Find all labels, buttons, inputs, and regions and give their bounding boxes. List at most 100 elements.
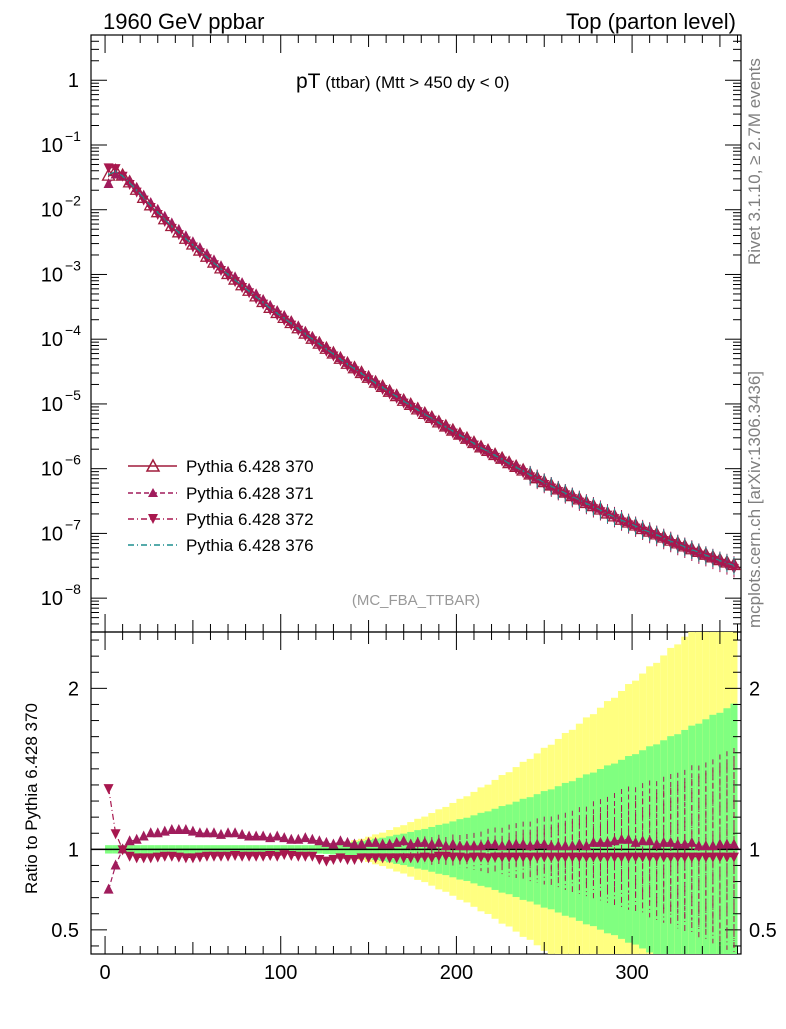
ratio-point xyxy=(714,852,725,863)
series-layer xyxy=(101,163,742,578)
y-tick-label: 10 xyxy=(41,200,63,222)
ratio-point xyxy=(237,828,248,839)
ratio-point xyxy=(173,852,184,863)
y-tick-exponent: −7 xyxy=(65,516,81,532)
ratio-point xyxy=(461,853,472,864)
legend-entry-371: Pythia 6.428 371 xyxy=(128,484,314,503)
data-point xyxy=(321,346,332,357)
data-point xyxy=(173,230,184,241)
ratio-point xyxy=(166,824,177,835)
x-tick-label: 0 xyxy=(99,962,110,984)
data-point xyxy=(145,203,156,214)
ratio-point xyxy=(419,852,430,863)
ratio-point xyxy=(405,853,416,864)
data-point xyxy=(693,550,704,561)
ratio-point xyxy=(665,852,676,863)
data-point xyxy=(412,407,423,418)
ratio-point xyxy=(672,838,683,849)
data-point xyxy=(476,445,486,456)
data-point xyxy=(152,209,163,220)
data-point xyxy=(286,320,297,331)
header-energy: 1960 GeV ppbar xyxy=(103,9,264,34)
ratio-point xyxy=(700,852,711,863)
y-tick-label: 10 xyxy=(41,264,63,286)
data-point xyxy=(588,504,599,515)
ratio-point xyxy=(251,830,262,841)
ratio-point xyxy=(377,838,388,849)
ratio-point xyxy=(103,883,114,894)
data-point xyxy=(440,424,451,435)
legend-label-370: Pythia 6.428 370 xyxy=(186,457,314,476)
data-point xyxy=(539,479,550,490)
ratio-point xyxy=(279,850,290,861)
ratio-point xyxy=(490,852,501,863)
data-point xyxy=(110,164,121,175)
data-point xyxy=(525,472,536,483)
ratio-point xyxy=(454,840,465,851)
ratio-point xyxy=(230,827,241,838)
data-point xyxy=(314,341,325,352)
ratio-point xyxy=(567,852,578,863)
ratio-point xyxy=(616,833,627,844)
ratio-point xyxy=(300,832,311,843)
data-point xyxy=(447,428,458,439)
data-point xyxy=(546,483,557,494)
data-point xyxy=(405,402,416,413)
ratio-point xyxy=(194,827,205,838)
ratio-point xyxy=(686,852,697,863)
ratio-point xyxy=(272,851,283,862)
data-point xyxy=(574,497,585,508)
ratio-point xyxy=(581,852,592,863)
ratio-point xyxy=(461,840,472,851)
ratio-point xyxy=(293,851,304,862)
y-tick-exponent: −2 xyxy=(65,193,81,209)
ratio-point xyxy=(377,853,388,864)
ratio-point xyxy=(679,852,690,863)
ratio-point xyxy=(532,852,543,863)
ratio-point xyxy=(131,853,142,864)
ratio-point xyxy=(483,853,494,864)
series-372 xyxy=(103,163,739,578)
ratio-point xyxy=(166,851,177,862)
ratio-point xyxy=(314,855,325,866)
ratio-point xyxy=(398,853,409,864)
data-point xyxy=(630,523,641,534)
ratio-point xyxy=(468,852,479,863)
ratio-point xyxy=(110,859,121,870)
data-point xyxy=(342,361,353,372)
ratio-layer xyxy=(103,747,739,954)
ratio-point xyxy=(595,852,606,863)
y-tick-exponent: −8 xyxy=(65,581,81,597)
ratio-point xyxy=(342,836,353,847)
data-point xyxy=(272,310,283,321)
data-point xyxy=(335,356,346,367)
ratio-point xyxy=(138,830,149,841)
data-point xyxy=(208,260,219,271)
data-point xyxy=(349,366,360,377)
ratio-y-tick-label: 1 xyxy=(68,839,79,861)
ratio-plot-frame xyxy=(90,631,742,955)
ratio-point xyxy=(693,852,704,863)
ratio-point xyxy=(370,836,381,847)
ratio-point xyxy=(721,852,732,863)
ratio-point xyxy=(476,852,486,863)
data-point xyxy=(468,440,479,451)
ratio-y-tick-label: 0.5 xyxy=(51,920,79,942)
data-point xyxy=(307,336,318,347)
ratio-point xyxy=(511,838,522,849)
series-line xyxy=(108,170,735,567)
data-point xyxy=(490,452,501,463)
ratio-point xyxy=(216,828,226,839)
data-point xyxy=(230,277,241,288)
ratio-point xyxy=(433,851,444,862)
ratio-point xyxy=(553,840,564,851)
data-point xyxy=(433,419,444,430)
ratio-point xyxy=(363,853,374,864)
legend-label-372: Pythia 6.428 372 xyxy=(186,510,314,529)
ratio-point xyxy=(497,852,508,863)
data-point xyxy=(644,529,655,540)
data-point xyxy=(454,432,465,443)
data-point xyxy=(244,288,255,299)
y-tick-label: 10 xyxy=(41,329,63,351)
data-point xyxy=(370,380,381,391)
